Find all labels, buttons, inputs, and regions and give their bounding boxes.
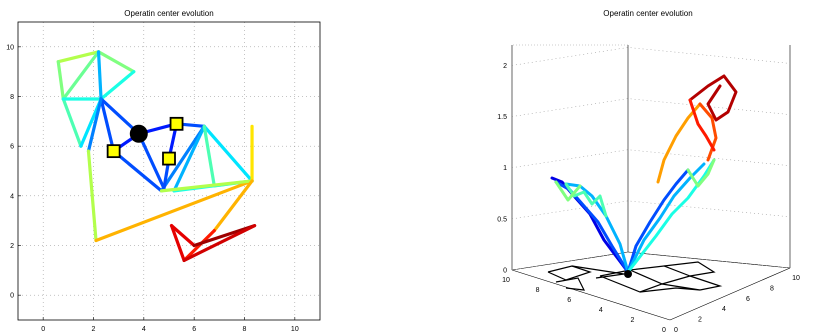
x-tick-label-3d: 10 [502, 277, 510, 284]
chart-3d-floor-projection [547, 261, 723, 293]
chart-2d-grid [18, 22, 320, 320]
trajectory-segment [159, 179, 254, 193]
trajectory-segment [56, 60, 65, 101]
node-square-marker [169, 116, 184, 131]
trajectory-segment [182, 224, 257, 262]
x-tick-label: 8 [243, 326, 247, 333]
trajectory-segment [202, 124, 254, 183]
x-tick-label-3d: 2 [630, 317, 634, 324]
trajectory-3d-stroke [688, 98, 716, 152]
trajectory-segment [202, 124, 216, 188]
chart-3d-grid [511, 47, 791, 271]
x-tick-label-3d: 8 [536, 287, 540, 294]
trajectory-segment [86, 97, 103, 153]
trajectory-3d-stroke [688, 74, 738, 122]
y-tick-label: 2 [10, 243, 14, 250]
chart-2d-y-ticks: 0 2 4 6 8 10 [6, 44, 21, 300]
trajectory-segment [212, 179, 254, 233]
y-tick-label: 8 [10, 94, 14, 101]
y-tick-label-3d: 4 [722, 306, 726, 313]
chart-3d-y-ticks: 0 2 4 6 8 10 [674, 275, 800, 334]
z-tick-label: 1.5 [497, 114, 507, 121]
x-tick-label-3d: 4 [599, 307, 603, 314]
z-grid-line [511, 47, 791, 66]
floor-projection-line [639, 283, 701, 293]
trajectory-3d-stroke [626, 158, 716, 274]
trajectory-segment [61, 97, 83, 148]
trajectory-segment [56, 50, 101, 64]
floor-projection-line [555, 277, 586, 291]
chart-3d: Operatin center evolution 0 0.5 1 1.5 2 10 8 6… [497, 9, 800, 334]
trajectory-segment [112, 149, 164, 193]
x-tick-label: 6 [192, 326, 196, 333]
trajectory-segment [61, 50, 101, 101]
trajectory-segment [99, 97, 116, 153]
chart-3d-series [550, 74, 738, 278]
floor-projection-line [689, 275, 723, 291]
trajectory-3d-stroke [626, 168, 690, 274]
x-tick-label-3d: 0 [662, 327, 666, 334]
operation-center-marker [129, 124, 148, 143]
chart-3d-x-ticks: 10 8 6 4 2 0 [502, 277, 666, 334]
node-square-marker [106, 144, 121, 159]
z-tick-label: 2 [503, 63, 507, 70]
floor-projection-line [663, 261, 716, 277]
floor-projection-line [629, 265, 692, 285]
chart-3d-z-ticks: 0 0.5 1 1.5 2 [497, 63, 507, 275]
y-tick-label: 6 [10, 144, 14, 151]
z-grid-line [511, 98, 791, 117]
trajectory-segment [169, 224, 196, 248]
z-tick-label: 0.5 [497, 216, 507, 223]
trajectory-segment [169, 224, 186, 262]
z-grid-line [511, 149, 791, 168]
operation-center-3d-marker [624, 270, 632, 278]
trajectory-segment [94, 179, 254, 243]
node-square-marker [162, 151, 176, 166]
x-tick-label: 0 [41, 326, 45, 333]
y-tick-label-3d: 6 [746, 296, 750, 303]
floor-projection-line [547, 265, 592, 281]
trajectory-segment [86, 149, 98, 243]
y-tick-label: 10 [6, 44, 14, 51]
y-tick-label-3d: 2 [698, 317, 702, 324]
trajectory-segment [96, 50, 136, 74]
chart-2d-markers [106, 116, 184, 166]
trajectory-segment [172, 124, 206, 193]
x-tick-label: 10 [291, 326, 299, 333]
trajectory-segment [99, 70, 136, 101]
trajectory-segment [159, 124, 206, 193]
y-tick-label-3d: 8 [770, 285, 774, 292]
z-tick-label: 1 [503, 165, 507, 172]
trajectory-3d-stroke [686, 158, 716, 188]
trajectory-segment [137, 132, 166, 190]
floor-projection-line [571, 265, 625, 279]
chart-2d: Operatin center evolution 0 2 4 6 8 10 0 2 4 6 8 1… [6, 9, 321, 333]
chart-2d-series [56, 50, 257, 262]
x-tick-label: 2 [92, 326, 96, 333]
z-tick-label: 0 [503, 268, 507, 275]
trajectory-3d-stroke [554, 180, 582, 202]
trajectory-3d-stroke [564, 182, 630, 274]
x-tick-label: 4 [142, 326, 146, 333]
chart-2d-x-ticks: 0 2 4 6 8 10 [41, 317, 299, 333]
chart-2d-title: Operatin center evolution [124, 9, 213, 18]
x-tick-label-3d: 6 [567, 297, 571, 304]
chart-3d-title: Operatin center evolution [603, 9, 692, 18]
y-tick-label: 0 [10, 293, 14, 300]
z-grid-line [511, 200, 791, 220]
y-tick-label-3d: 0 [674, 327, 678, 334]
trajectory-3d-stroke [656, 102, 702, 184]
trajectory-segment [96, 50, 103, 101]
y-tick-label-3d: 10 [792, 275, 800, 282]
y-tick-label: 4 [10, 193, 14, 200]
chart-2d-axes-box [17, 21, 321, 321]
